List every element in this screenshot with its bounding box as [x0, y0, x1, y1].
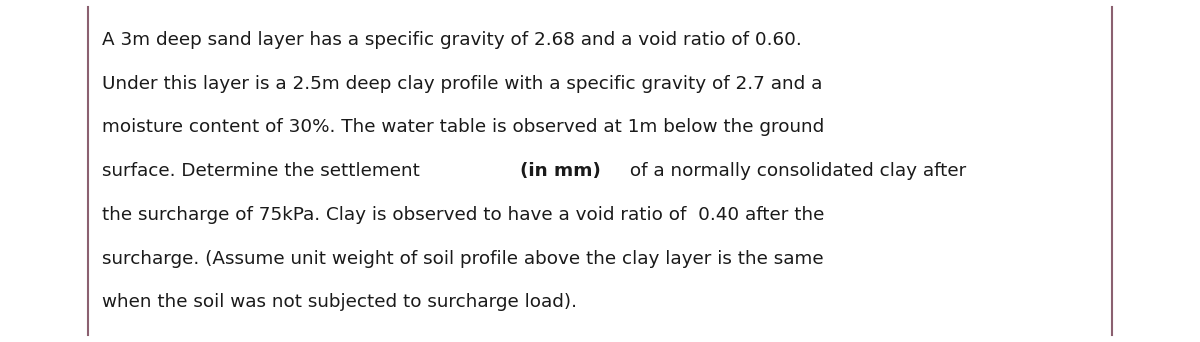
Text: surcharge. (Assume unit weight of soil profile above the clay layer is the same: surcharge. (Assume unit weight of soil p… — [102, 250, 823, 268]
Text: when the soil was not subjected to surcharge load).: when the soil was not subjected to surch… — [102, 293, 577, 312]
Text: the surcharge of 75kPa. Clay is observed to have a void ratio of  0.40 after the: the surcharge of 75kPa. Clay is observed… — [102, 206, 824, 224]
Text: surface. Determine the settlement: surface. Determine the settlement — [102, 162, 426, 180]
Text: (in mm): (in mm) — [520, 162, 601, 180]
Text: A 3m deep sand layer has a specific gravity of 2.68 and a void ratio of 0.60.: A 3m deep sand layer has a specific grav… — [102, 31, 802, 49]
Text: moisture content of 30%. The water table is observed at 1m below the ground: moisture content of 30%. The water table… — [102, 118, 824, 136]
Text: Under this layer is a 2.5m deep clay profile with a specific gravity of 2.7 and : Under this layer is a 2.5m deep clay pro… — [102, 75, 822, 93]
Text: of a normally consolidated clay after: of a normally consolidated clay after — [624, 162, 966, 180]
